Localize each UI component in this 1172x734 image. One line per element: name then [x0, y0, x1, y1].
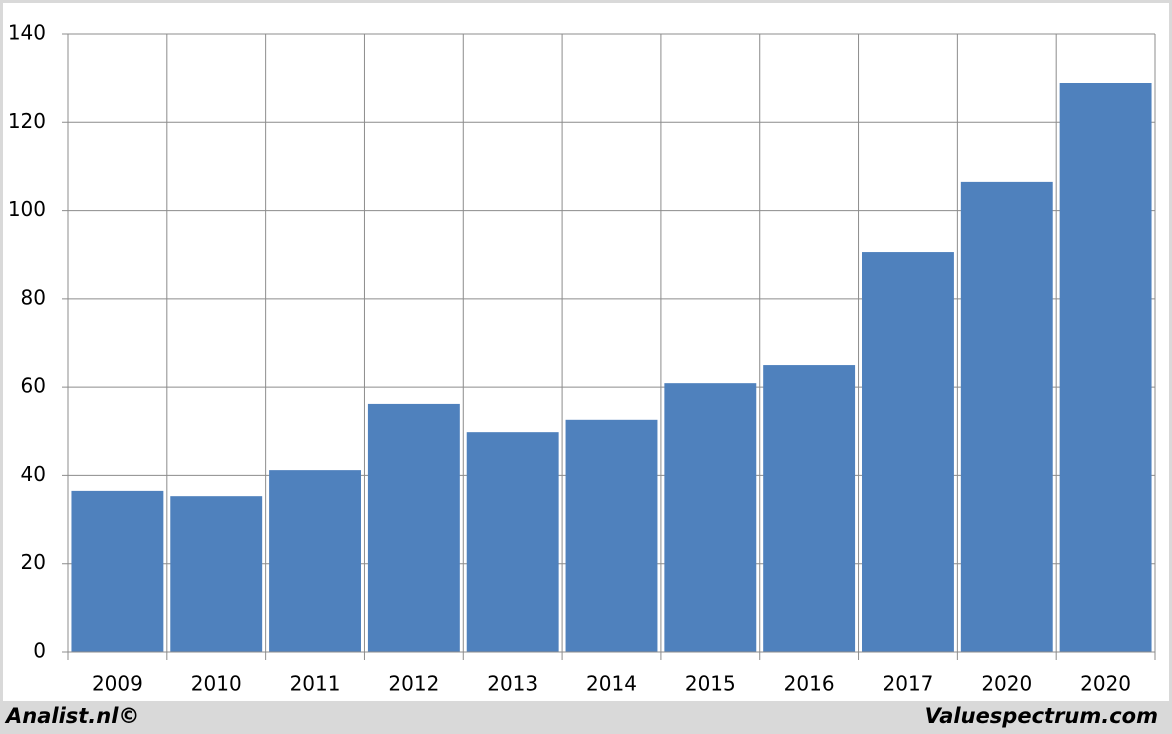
y-tick-label: 40 [21, 462, 46, 486]
bar [269, 470, 361, 652]
bar [1059, 82, 1152, 652]
y-tick-label: 20 [21, 550, 46, 574]
y-tick-label: 120 [8, 109, 46, 133]
footer-left: Analist.nl© [4, 704, 139, 728]
x-tick-label: 2014 [586, 672, 637, 696]
x-tick-label: 2017 [883, 672, 934, 696]
y-tick-label: 140 [8, 21, 46, 45]
bar [960, 181, 1053, 652]
bar [170, 496, 263, 652]
x-tick-label: 2020 [1080, 672, 1131, 696]
y-tick-label: 0 [33, 639, 46, 663]
x-tick-label: 2020 [981, 672, 1032, 696]
bar [862, 252, 954, 652]
y-tick-label: 100 [8, 197, 46, 221]
x-tick-label: 2015 [685, 672, 736, 696]
bar [71, 490, 164, 652]
x-tick-label: 2012 [388, 672, 439, 696]
bar [367, 403, 460, 652]
bar [763, 365, 856, 652]
bar [565, 419, 658, 652]
footer-right: Valuespectrum.com [925, 704, 1158, 728]
x-tick-label: 2016 [784, 672, 835, 696]
bar [466, 432, 559, 652]
x-tick-label: 2009 [92, 672, 143, 696]
x-tick-label: 2010 [191, 672, 242, 696]
x-tick-label: 2013 [487, 672, 538, 696]
y-tick-label: 80 [21, 285, 46, 309]
x-tick-label: 2011 [290, 672, 341, 696]
bar [664, 383, 757, 652]
y-tick-label: 60 [21, 374, 46, 398]
